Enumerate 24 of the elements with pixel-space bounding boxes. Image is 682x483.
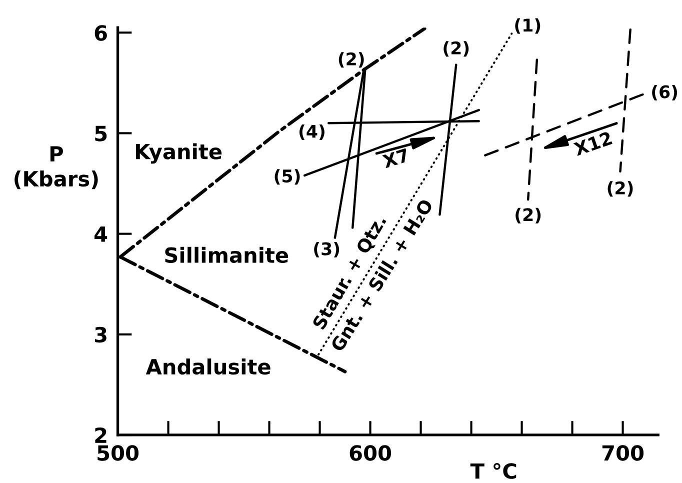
x-tick-label: 600 bbox=[350, 445, 392, 461]
x-tick-label: 500 bbox=[98, 445, 139, 461]
series-label: (2) bbox=[444, 41, 469, 57]
y-tick-label: 2 bbox=[95, 427, 106, 443]
x-tick-label: 700 bbox=[602, 445, 644, 461]
y-tick-label: 5 bbox=[95, 126, 107, 142]
series-label: (2) bbox=[338, 52, 364, 68]
annotation: X7 bbox=[382, 148, 410, 168]
y-tick-label: 4 bbox=[94, 226, 108, 242]
series-label: (2) bbox=[608, 181, 633, 197]
annotation: Sillimanite bbox=[165, 246, 288, 263]
annotation: X12 bbox=[572, 131, 612, 156]
x-axis-title: T °C bbox=[470, 463, 516, 479]
y-axis-title: P (Kbars) bbox=[14, 146, 98, 190]
series-label: (5) bbox=[274, 169, 300, 185]
y-tick-label: 6 bbox=[94, 25, 107, 41]
series-label: (1) bbox=[515, 18, 540, 34]
annotation: Kyanite bbox=[136, 143, 222, 164]
annotation: Andalusite bbox=[146, 358, 270, 375]
series-label: (2) bbox=[516, 208, 541, 224]
series-label: (6) bbox=[652, 84, 678, 100]
y-tick-label: 3 bbox=[94, 326, 106, 343]
series-label: (4) bbox=[299, 124, 324, 140]
series-label: (3) bbox=[314, 242, 340, 258]
